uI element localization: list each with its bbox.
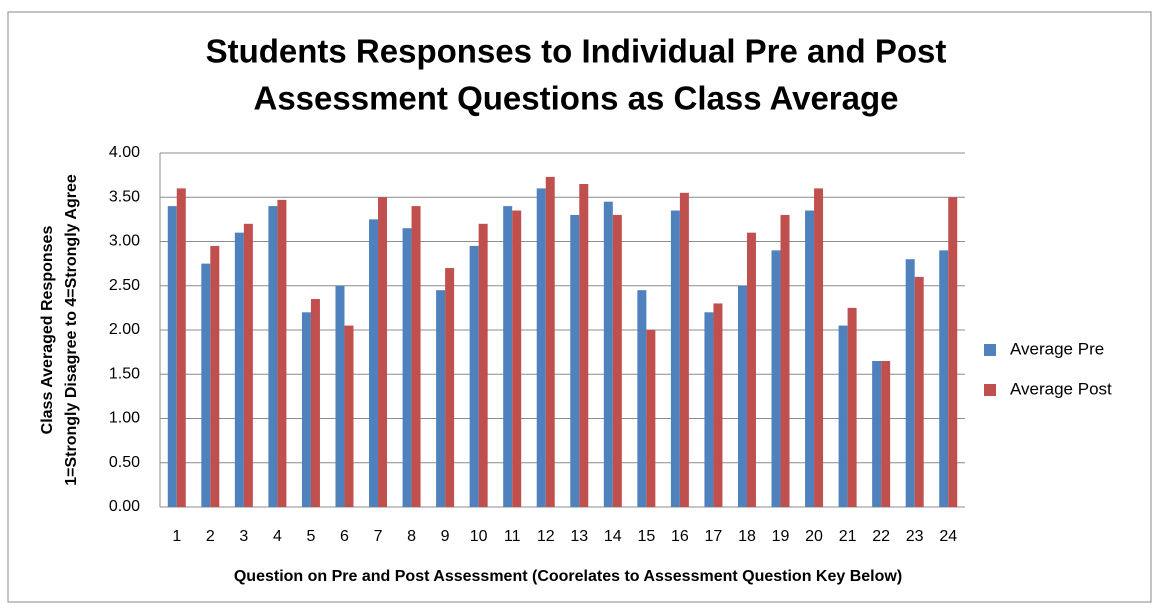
bar bbox=[277, 199, 287, 507]
y-axis-title: 1=Strongly Disagree to 4=Strongly Agree bbox=[63, 174, 80, 486]
y-tick-label: 3.00 bbox=[109, 233, 140, 250]
bar bbox=[905, 259, 915, 507]
x-tick-label: 15 bbox=[637, 528, 655, 545]
bar bbox=[176, 188, 186, 507]
x-tick-label: 4 bbox=[273, 528, 282, 545]
bar bbox=[210, 245, 220, 508]
x-tick-label: 12 bbox=[537, 528, 555, 545]
x-tick-label: 7 bbox=[374, 528, 383, 545]
bar bbox=[411, 206, 421, 507]
bar bbox=[536, 188, 546, 507]
bar bbox=[369, 219, 379, 507]
bar bbox=[637, 290, 647, 507]
x-tick-label: 13 bbox=[570, 528, 588, 545]
chart-title: Students Responses to Individual Pre and… bbox=[206, 33, 947, 70]
bar bbox=[445, 268, 455, 507]
y-tick-label: 2.00 bbox=[109, 321, 140, 338]
x-tick-label: 5 bbox=[306, 528, 315, 545]
bar bbox=[838, 325, 848, 507]
bar bbox=[301, 312, 311, 507]
chart-title: Assessment Questions as Class Average bbox=[253, 80, 898, 117]
x-tick-label: 22 bbox=[872, 528, 890, 545]
x-tick-label: 17 bbox=[705, 528, 723, 545]
bar bbox=[243, 223, 253, 508]
x-tick-label: 1 bbox=[172, 528, 181, 545]
bar bbox=[872, 360, 882, 507]
bar bbox=[646, 330, 656, 507]
x-tick-label: 20 bbox=[805, 528, 823, 545]
bar bbox=[771, 250, 781, 507]
legend-label: Average Pre bbox=[1010, 339, 1104, 358]
x-tick-label: 24 bbox=[939, 528, 957, 545]
x-axis-title: Question on Pre and Post Assessment (Coo… bbox=[234, 568, 902, 585]
bar bbox=[469, 245, 479, 508]
y-tick-label: 2.50 bbox=[109, 277, 140, 294]
bar bbox=[378, 197, 388, 507]
bar bbox=[713, 303, 723, 507]
bar bbox=[670, 210, 680, 507]
bar bbox=[268, 206, 278, 507]
bar bbox=[512, 210, 522, 507]
bar bbox=[948, 197, 958, 507]
bar bbox=[814, 188, 824, 507]
legend-swatch bbox=[984, 344, 996, 356]
legend-label: Average Post bbox=[1010, 379, 1112, 398]
x-tick-label: 8 bbox=[407, 528, 416, 545]
bar bbox=[704, 312, 714, 507]
bar bbox=[612, 214, 622, 507]
x-tick-label: 2 bbox=[206, 528, 215, 545]
y-tick-label: 0.50 bbox=[109, 454, 140, 471]
bar bbox=[603, 201, 613, 508]
bar bbox=[545, 176, 555, 507]
bar bbox=[436, 290, 446, 507]
bar bbox=[881, 360, 891, 507]
x-tick-label: 10 bbox=[470, 528, 488, 545]
x-tick-label: 21 bbox=[839, 528, 857, 545]
x-tick-label: 6 bbox=[340, 528, 349, 545]
bar bbox=[737, 285, 747, 507]
y-tick-label: 4.00 bbox=[109, 144, 140, 161]
bar bbox=[780, 214, 790, 507]
bar bbox=[335, 285, 345, 507]
y-tick-label: 0.00 bbox=[109, 498, 140, 515]
y-tick-label: 3.50 bbox=[109, 188, 140, 205]
legend-swatch bbox=[984, 384, 996, 396]
bar bbox=[914, 276, 924, 507]
y-tick-label: 1.50 bbox=[109, 365, 140, 382]
x-tick-label: 19 bbox=[772, 528, 790, 545]
y-axis-title: Class Averaged Responses bbox=[39, 226, 56, 435]
bar bbox=[679, 192, 689, 507]
x-tick-label: 11 bbox=[504, 528, 521, 545]
x-tick-label: 9 bbox=[441, 528, 450, 545]
bar bbox=[234, 232, 244, 507]
bar bbox=[939, 250, 949, 507]
x-tick-label: 3 bbox=[239, 528, 248, 545]
y-tick-label: 1.00 bbox=[109, 410, 140, 427]
bar bbox=[570, 214, 580, 507]
bar bbox=[310, 299, 320, 507]
bar bbox=[402, 228, 412, 507]
bar bbox=[201, 263, 211, 507]
x-tick-label: 23 bbox=[906, 528, 924, 545]
bar bbox=[478, 223, 488, 508]
bar bbox=[167, 206, 177, 507]
bar bbox=[579, 183, 589, 507]
x-tick-label: 18 bbox=[738, 528, 756, 545]
bar bbox=[503, 206, 513, 507]
bar bbox=[805, 210, 815, 507]
x-tick-label: 16 bbox=[671, 528, 689, 545]
x-tick-label: 14 bbox=[604, 528, 622, 545]
bar bbox=[344, 325, 354, 507]
bar bbox=[847, 307, 857, 507]
bar bbox=[746, 232, 756, 507]
